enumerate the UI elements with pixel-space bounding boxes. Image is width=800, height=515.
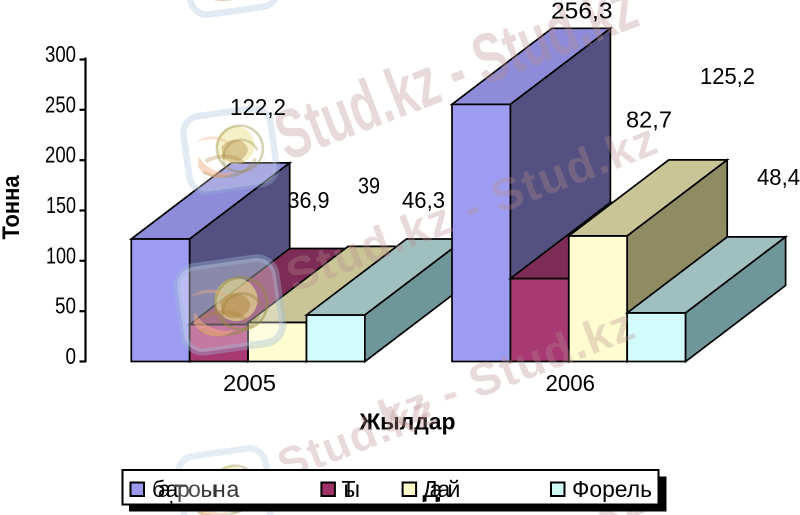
svg-text:т: т: [175, 476, 186, 502]
svg-text:Жылдар: Жылдар: [359, 409, 456, 435]
svg-text:100: 100: [46, 242, 76, 268]
svg-text:н: н: [213, 476, 226, 502]
svg-text:Форель: Форель: [572, 476, 652, 502]
svg-text:46,3: 46,3: [402, 187, 445, 213]
svg-text:150: 150: [46, 192, 76, 218]
svg-text:а: а: [438, 476, 451, 502]
svg-text:39: 39: [358, 173, 380, 199]
svg-text:36,9: 36,9: [288, 187, 330, 213]
svg-text:а: а: [227, 476, 240, 502]
svg-text:а: а: [430, 476, 443, 502]
svg-text:ы: ы: [201, 476, 218, 502]
svg-text:Т: Т: [342, 476, 356, 502]
svg-text:122,2: 122,2: [230, 94, 286, 120]
svg-text:ы: ы: [344, 476, 361, 502]
svg-text:50: 50: [55, 293, 76, 319]
svg-text:2006: 2006: [546, 370, 596, 396]
svg-text:300: 300: [45, 41, 76, 67]
svg-text:0: 0: [66, 343, 77, 369]
svg-text:82,7: 82,7: [626, 107, 672, 133]
svg-text:а: а: [158, 476, 171, 502]
svg-text:Д: Д: [423, 476, 439, 502]
svg-text:о: о: [188, 476, 201, 502]
svg-text:256,3: 256,3: [551, 0, 613, 23]
svg-text:,: ,: [169, 486, 175, 508]
svg-text:125,2: 125,2: [700, 63, 755, 89]
svg-text:48,4: 48,4: [757, 164, 800, 190]
svg-text:а: а: [166, 476, 179, 502]
svg-text:р: р: [177, 476, 190, 502]
svg-text:Тонна: Тонна: [0, 175, 25, 240]
svg-text:200: 200: [45, 142, 76, 168]
svg-text:б: б: [152, 476, 165, 502]
svg-text:й: й: [448, 476, 461, 502]
svg-text:2005: 2005: [223, 370, 276, 396]
svg-text:250: 250: [45, 91, 76, 117]
